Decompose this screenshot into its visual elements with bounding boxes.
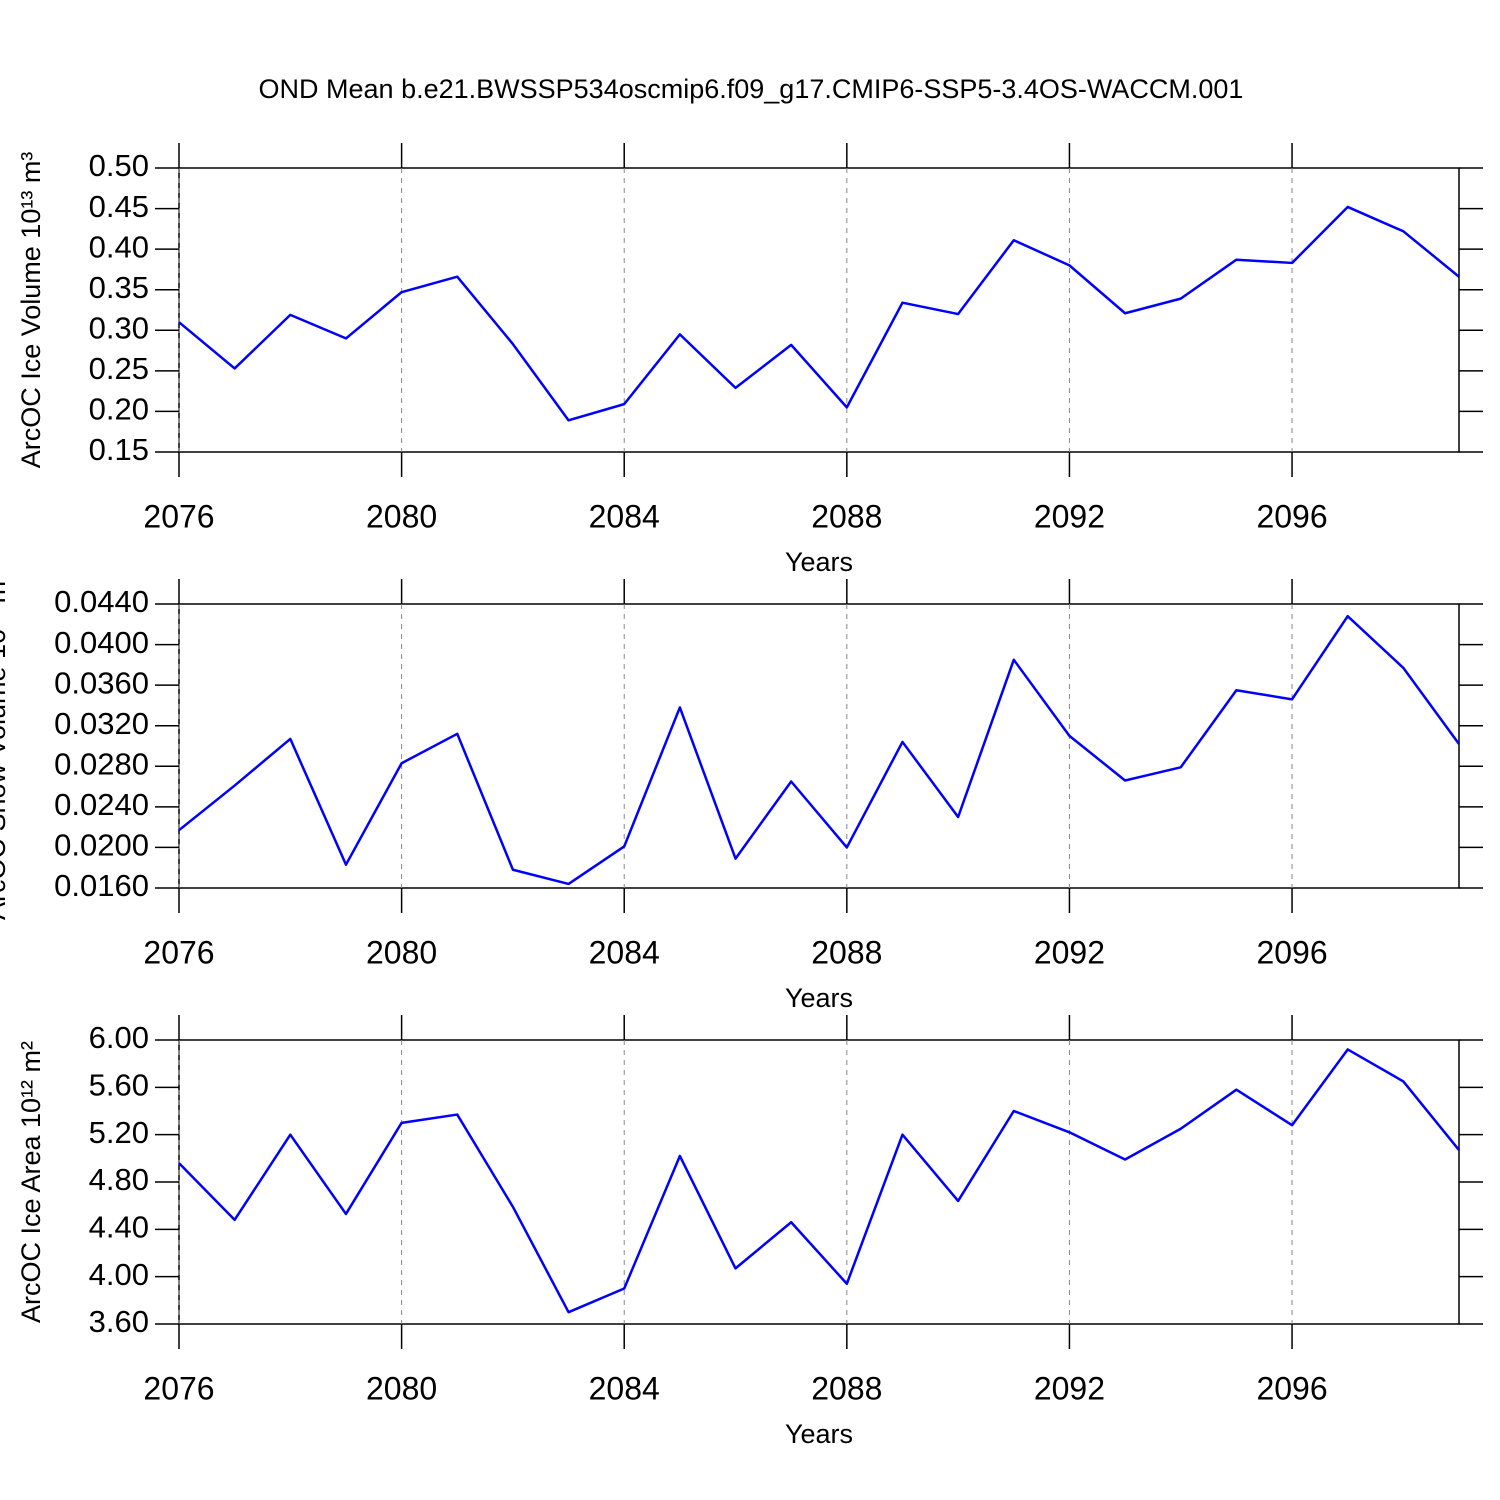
- plot-frame: [178, 167, 1460, 453]
- y-tick-label: 0.0160: [54, 868, 149, 903]
- y-tick-label: 0.50: [89, 148, 149, 183]
- data-line: [178, 614, 1461, 886]
- figure-title: OND Mean b.e21.BWSSP534oscmip6.f09_g17.C…: [259, 74, 1244, 104]
- x-tick-label: 2096: [1256, 498, 1327, 534]
- x-tick-label: 2088: [811, 934, 882, 970]
- y-tick-label: 0.30: [89, 310, 149, 345]
- x-tick-label: 2092: [1034, 498, 1105, 534]
- data-line: [178, 205, 1460, 422]
- y-tick-label: 0.0320: [54, 706, 149, 741]
- x-tick-label: 2084: [589, 498, 660, 534]
- y-tick-label: 0.0360: [54, 665, 149, 700]
- y-tick-label: 0.45: [89, 189, 149, 224]
- y-tick-label: 4.00: [89, 1257, 149, 1292]
- y-tick-label: 0.25: [89, 351, 149, 386]
- y-tick-label: 0.0280: [54, 746, 149, 781]
- x-tick-label: 2096: [1256, 1370, 1327, 1406]
- x-tick-label: 2080: [366, 498, 437, 534]
- x-tick-label: 2084: [589, 934, 660, 970]
- x-axis-label: Years: [785, 983, 853, 1013]
- x-tick-label: 2076: [143, 934, 214, 970]
- y-axis-label: ArcOC Ice Volume 10¹³ m³: [16, 152, 46, 469]
- x-tick-label: 2096: [1256, 934, 1327, 970]
- y-tick-label: 0.0240: [54, 787, 149, 822]
- data-line: [178, 1048, 1460, 1314]
- y-tick-label: 0.35: [89, 270, 149, 305]
- y-tick-label: 5.60: [89, 1068, 149, 1103]
- x-tick-label: 2084: [589, 1370, 660, 1406]
- y-axis-label: ArcOC Ice Area 10¹² m²: [16, 1041, 46, 1323]
- y-tick-label: 4.40: [89, 1210, 149, 1245]
- y-tick-label: 4.80: [89, 1162, 149, 1197]
- x-tick-label: 2092: [1034, 934, 1105, 970]
- x-tick-label: 2088: [811, 498, 882, 534]
- y-axis-label: ArcOC Snow Volume 10¹³ m³: [0, 572, 11, 920]
- x-tick-label: 2088: [811, 1370, 882, 1406]
- y-tick-label: 3.60: [89, 1304, 149, 1339]
- x-tick-label: 2076: [143, 498, 214, 534]
- y-tick-label: 6.00: [89, 1020, 149, 1055]
- y-tick-label: 0.0440: [54, 584, 149, 619]
- y-tick-label: 5.20: [89, 1115, 149, 1150]
- plot-frame: [178, 603, 1460, 889]
- x-tick-label: 2092: [1034, 1370, 1105, 1406]
- x-axis-label: Years: [785, 1419, 853, 1449]
- y-tick-label: 0.0200: [54, 828, 149, 863]
- x-tick-label: 2080: [366, 1370, 437, 1406]
- plot-frame: [178, 1039, 1460, 1325]
- x-axis-label: Years: [785, 547, 853, 577]
- x-tick-label: 2076: [143, 1370, 214, 1406]
- y-tick-label: 0.20: [89, 392, 149, 427]
- y-tick-label: 0.40: [89, 229, 149, 264]
- y-tick-label: 0.15: [89, 432, 149, 467]
- x-tick-label: 2080: [366, 934, 437, 970]
- y-tick-label: 0.0400: [54, 625, 149, 660]
